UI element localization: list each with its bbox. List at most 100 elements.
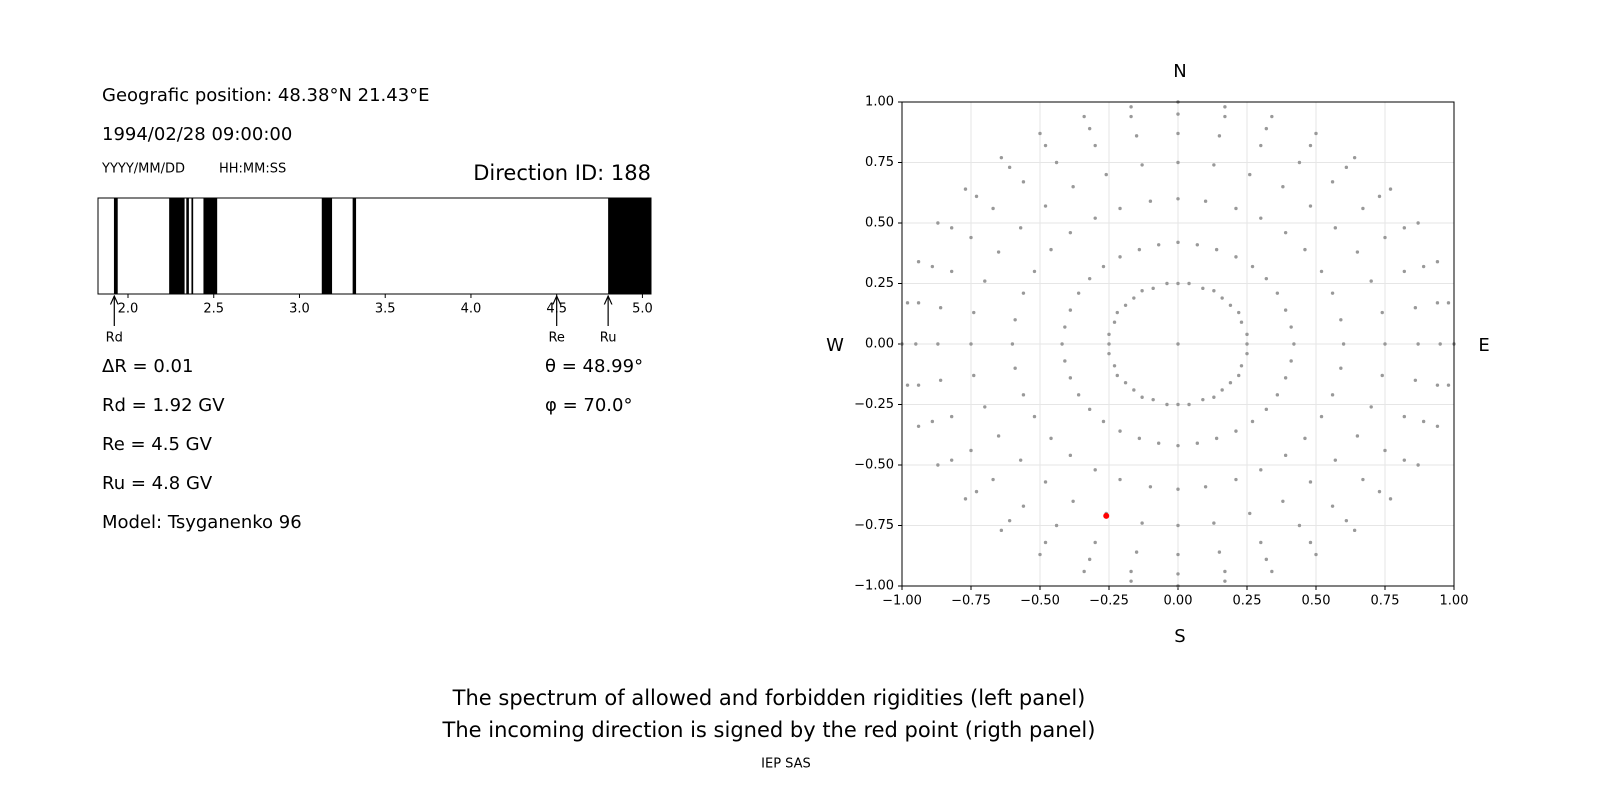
marker-label: Re	[548, 331, 564, 346]
point	[1220, 296, 1224, 300]
point	[1118, 429, 1122, 433]
point	[1344, 518, 1349, 523]
point	[972, 373, 976, 378]
point	[1435, 301, 1440, 305]
point	[1176, 112, 1180, 116]
point	[1112, 364, 1117, 368]
point	[1007, 165, 1012, 170]
point	[1330, 393, 1335, 397]
point	[1237, 373, 1241, 378]
point	[1132, 388, 1136, 392]
point	[949, 458, 954, 462]
point	[1416, 342, 1420, 346]
point	[1275, 291, 1280, 295]
point	[1137, 436, 1142, 441]
point	[1383, 235, 1387, 240]
info-line: Ru = 4.8 GV	[102, 473, 213, 494]
point	[1129, 579, 1133, 583]
y-tick-label: −0.25	[854, 397, 894, 412]
point	[1234, 255, 1238, 259]
point	[1234, 206, 1238, 211]
x-tick-label: −0.75	[951, 594, 991, 609]
point	[1093, 468, 1097, 472]
point	[949, 226, 954, 230]
y-tick-label: 1.00	[865, 95, 894, 110]
point	[1087, 126, 1092, 131]
point	[930, 264, 935, 269]
point	[1416, 221, 1420, 225]
point	[1383, 448, 1387, 453]
point	[1187, 402, 1191, 407]
point	[1250, 264, 1255, 269]
x-tick-label: 2.5	[203, 302, 224, 317]
point	[1245, 342, 1249, 346]
point	[1264, 276, 1269, 281]
point	[1402, 269, 1407, 274]
point	[1234, 477, 1238, 482]
point	[1330, 180, 1335, 184]
point	[1021, 291, 1026, 295]
point	[1063, 359, 1067, 363]
point	[1043, 480, 1048, 484]
point	[1129, 114, 1133, 119]
spectrum-frame	[97, 197, 652, 295]
point	[1140, 521, 1144, 525]
point	[1281, 185, 1285, 189]
point	[1107, 332, 1111, 337]
point	[1245, 332, 1249, 337]
x-tick-label: −0.25	[1089, 594, 1129, 609]
point	[1054, 160, 1059, 165]
x-tick-label: −0.50	[1020, 594, 1060, 609]
point	[1176, 443, 1180, 448]
point	[1259, 216, 1263, 220]
point	[1446, 301, 1451, 305]
point	[1063, 325, 1067, 329]
point	[1203, 485, 1208, 489]
x-tick-label: 3.5	[375, 302, 396, 317]
point	[963, 187, 968, 191]
point	[1201, 286, 1205, 291]
point	[1330, 291, 1335, 295]
point	[1093, 540, 1097, 545]
y-tick-label: −1.00	[854, 579, 894, 594]
point	[1377, 489, 1382, 494]
point	[1021, 393, 1026, 397]
point	[1103, 512, 1110, 519]
point	[963, 497, 968, 501]
point	[1388, 497, 1393, 501]
x-tick-label: 1.00	[1440, 594, 1469, 609]
point	[1339, 366, 1343, 370]
info-line: Model: Tsyganenko 96	[102, 512, 302, 533]
point	[1402, 226, 1407, 230]
point	[1264, 126, 1269, 131]
point	[1446, 383, 1451, 387]
point	[1087, 276, 1092, 281]
point	[1104, 172, 1108, 177]
point	[1107, 351, 1111, 356]
point	[1355, 434, 1360, 438]
point	[1223, 114, 1227, 119]
point	[1223, 569, 1227, 574]
point	[949, 414, 954, 419]
point	[1421, 264, 1426, 269]
point	[1402, 458, 1407, 462]
point	[1303, 247, 1307, 252]
point	[1068, 308, 1073, 312]
point	[1013, 366, 1017, 370]
point	[1344, 165, 1349, 170]
point	[1007, 518, 1012, 523]
point	[1435, 424, 1440, 428]
direction-id: Direction ID: 188	[473, 161, 651, 185]
caption: The spectrum of allowed and forbidden ri…	[452, 686, 1086, 710]
forbidden-band	[113, 198, 118, 294]
point	[1237, 310, 1241, 315]
point	[1010, 342, 1015, 346]
point	[1314, 131, 1318, 136]
point	[1308, 540, 1313, 545]
point	[1245, 351, 1249, 356]
point	[1377, 194, 1382, 199]
point	[969, 342, 973, 346]
point	[1021, 504, 1026, 508]
point	[1032, 269, 1037, 274]
point	[1212, 163, 1216, 167]
